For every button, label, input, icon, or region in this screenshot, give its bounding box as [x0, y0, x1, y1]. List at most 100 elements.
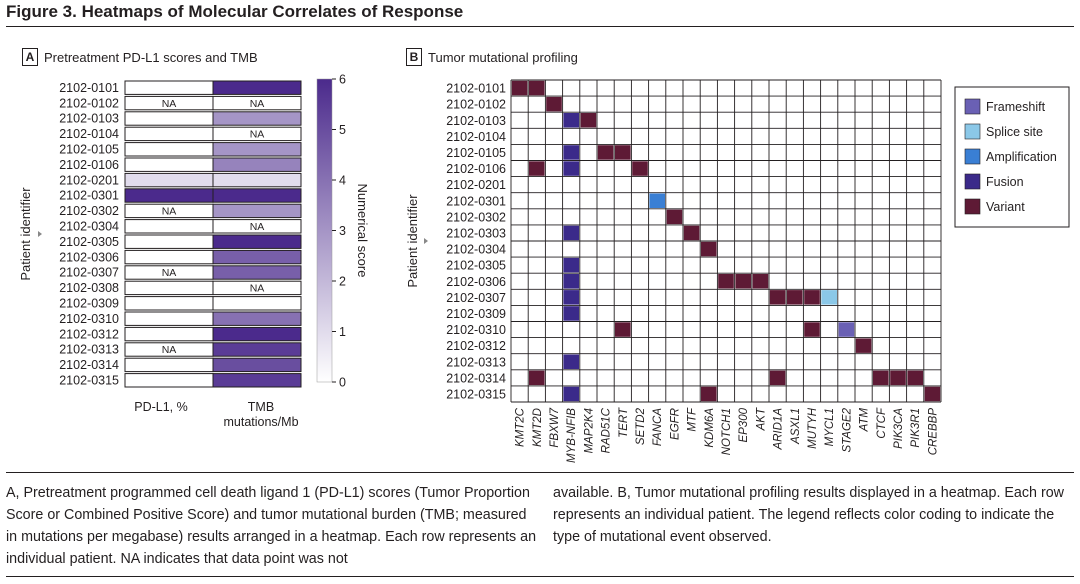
mutation-cell-variant: [735, 274, 751, 289]
mutation-cell-variant: [855, 338, 872, 353]
gene-label: KMT2C: [515, 407, 527, 447]
row-label: 2102-0312: [59, 327, 119, 341]
panel-b-letter: B: [406, 48, 422, 66]
panel-b-title: Tumor mutational profiling: [428, 49, 578, 65]
colorbar-tick-label: 5: [339, 123, 346, 137]
row-label: 2102-0106: [446, 162, 506, 176]
column-label-tmb-line2: mutations/Mb: [223, 415, 298, 429]
gene-label: FANCA: [652, 408, 664, 446]
colorbar-tick-label: 0: [339, 376, 346, 390]
row-label: 2102-0310: [446, 323, 506, 337]
mutation-cell-variant: [752, 274, 769, 289]
gene-label: MTF: [687, 407, 699, 432]
column-label-tmb-line1: TMB: [248, 400, 274, 414]
pdl1-cell: [124, 234, 214, 249]
pdl1-cell: [124, 126, 214, 142]
gene-label: ARID1A: [773, 408, 785, 451]
na-label: NA: [250, 129, 265, 141]
gene-label: CREBBP: [927, 408, 939, 456]
mutation-cell-variant: [666, 209, 683, 225]
caption-right: available. B, Tumor mutational profiling…: [553, 485, 1064, 545]
row-label: 2102-0305: [59, 235, 119, 249]
caption-left: A, Pretreatment programmed cell death li…: [6, 485, 537, 567]
na-label: NA: [250, 283, 265, 295]
panel-a-title: Pretreatment PD-L1 scores and TMB: [44, 49, 258, 65]
legend-label: Variant: [986, 200, 1025, 214]
mutation-cell-variant: [890, 370, 906, 386]
gene-label: STAGE2: [841, 407, 853, 452]
gene-label: AKT: [755, 407, 767, 431]
row-label: 2102-0304: [59, 220, 119, 234]
na-label: NA: [162, 98, 177, 110]
gene-label: TERT: [618, 407, 630, 438]
row-label: 2102-0309: [59, 297, 119, 311]
colorbar-tick-label: 2: [339, 275, 346, 289]
na-label: NA: [162, 267, 177, 279]
row-label: 2102-0312: [446, 339, 506, 353]
mutation-cell-fusion: [563, 145, 579, 160]
panel-a-letter: A: [22, 48, 38, 66]
legend-swatch-splice-site: [964, 123, 981, 140]
legend-label: Amplification: [986, 150, 1057, 164]
tmb-cell: [212, 142, 302, 157]
figure-title: Figure 3. Heatmaps of Molecular Correlat…: [6, 2, 464, 21]
tmb-cell: [212, 265, 302, 280]
row-label: 2102-0314: [446, 371, 506, 385]
row-label: 2102-0301: [59, 189, 119, 203]
row-label: 2102-0303: [446, 227, 506, 241]
pdl1-cell: [124, 142, 214, 157]
pdl1-cell: [124, 157, 214, 172]
pdl1-cell: [124, 373, 214, 388]
row-label: 2102-0305: [446, 259, 506, 273]
mutation-cell-variant: [804, 290, 820, 305]
mutation-cell-variant: [907, 370, 923, 386]
row-label: 2102-0313: [446, 355, 506, 369]
mutation-cell-variant: [632, 161, 648, 176]
gene-label: SETD2: [635, 407, 647, 445]
row-label: 2102-0308: [59, 281, 119, 295]
row-label: 2102-0307: [446, 291, 506, 305]
mutation-cell-variant: [924, 386, 941, 402]
gene-label: PIK3R1: [910, 408, 922, 448]
mutation-cell-variant: [597, 145, 614, 160]
mutation-cell-variant: [529, 80, 545, 96]
legend-swatch-fusion: [964, 173, 981, 190]
row-label: 2102-0301: [446, 194, 506, 208]
row-label: 2102-0101: [59, 81, 119, 95]
legend-swatch-amplification: [964, 148, 981, 165]
mutation-cell-amplification: [649, 193, 665, 208]
gene-label: KDM6A: [704, 408, 716, 448]
mutation-cell-variant: [511, 80, 528, 96]
mutation-cell-variant: [615, 322, 631, 337]
row-label: 2102-0104: [59, 127, 119, 141]
mutation-cell-variant: [546, 96, 562, 112]
row-label: 2102-0302: [59, 204, 119, 218]
tmb-cell: [212, 188, 302, 203]
na-label: NA: [162, 206, 177, 218]
legend-swatch-variant: [964, 198, 981, 215]
colorbar-tick-label: 6: [339, 73, 346, 87]
bottom-rule: [6, 576, 1074, 577]
pdl1-cell: [124, 326, 214, 342]
mutation-cell-frameshift: [838, 322, 855, 337]
row-label: 2102-0307: [59, 266, 119, 280]
colorbar-label: Numerical score: [355, 184, 370, 278]
tmb-cell: [212, 342, 302, 357]
legend-label: Splice site: [986, 125, 1043, 139]
row-label: 2102-0101: [446, 82, 506, 96]
pdl1-cell: [124, 219, 214, 234]
pdl1-cell: [124, 357, 214, 373]
tmb-cell: [212, 280, 302, 296]
mutation-cell-splice-site: [821, 290, 837, 305]
row-label: 2102-0104: [446, 130, 506, 144]
gene-label: PIK3CA: [893, 408, 905, 449]
na-label: NA: [162, 344, 177, 356]
row-label: 2102-0306: [446, 275, 506, 289]
tmb-cell: [212, 126, 302, 142]
mutation-cell-variant: [769, 290, 786, 305]
mutation-cell-fusion: [563, 306, 579, 321]
pdl1-cell: [124, 296, 214, 311]
mutation-cell-variant: [529, 370, 545, 386]
row-label: 2102-0102: [446, 98, 506, 112]
column-label-pdl1: PD-L1, %: [134, 400, 188, 414]
